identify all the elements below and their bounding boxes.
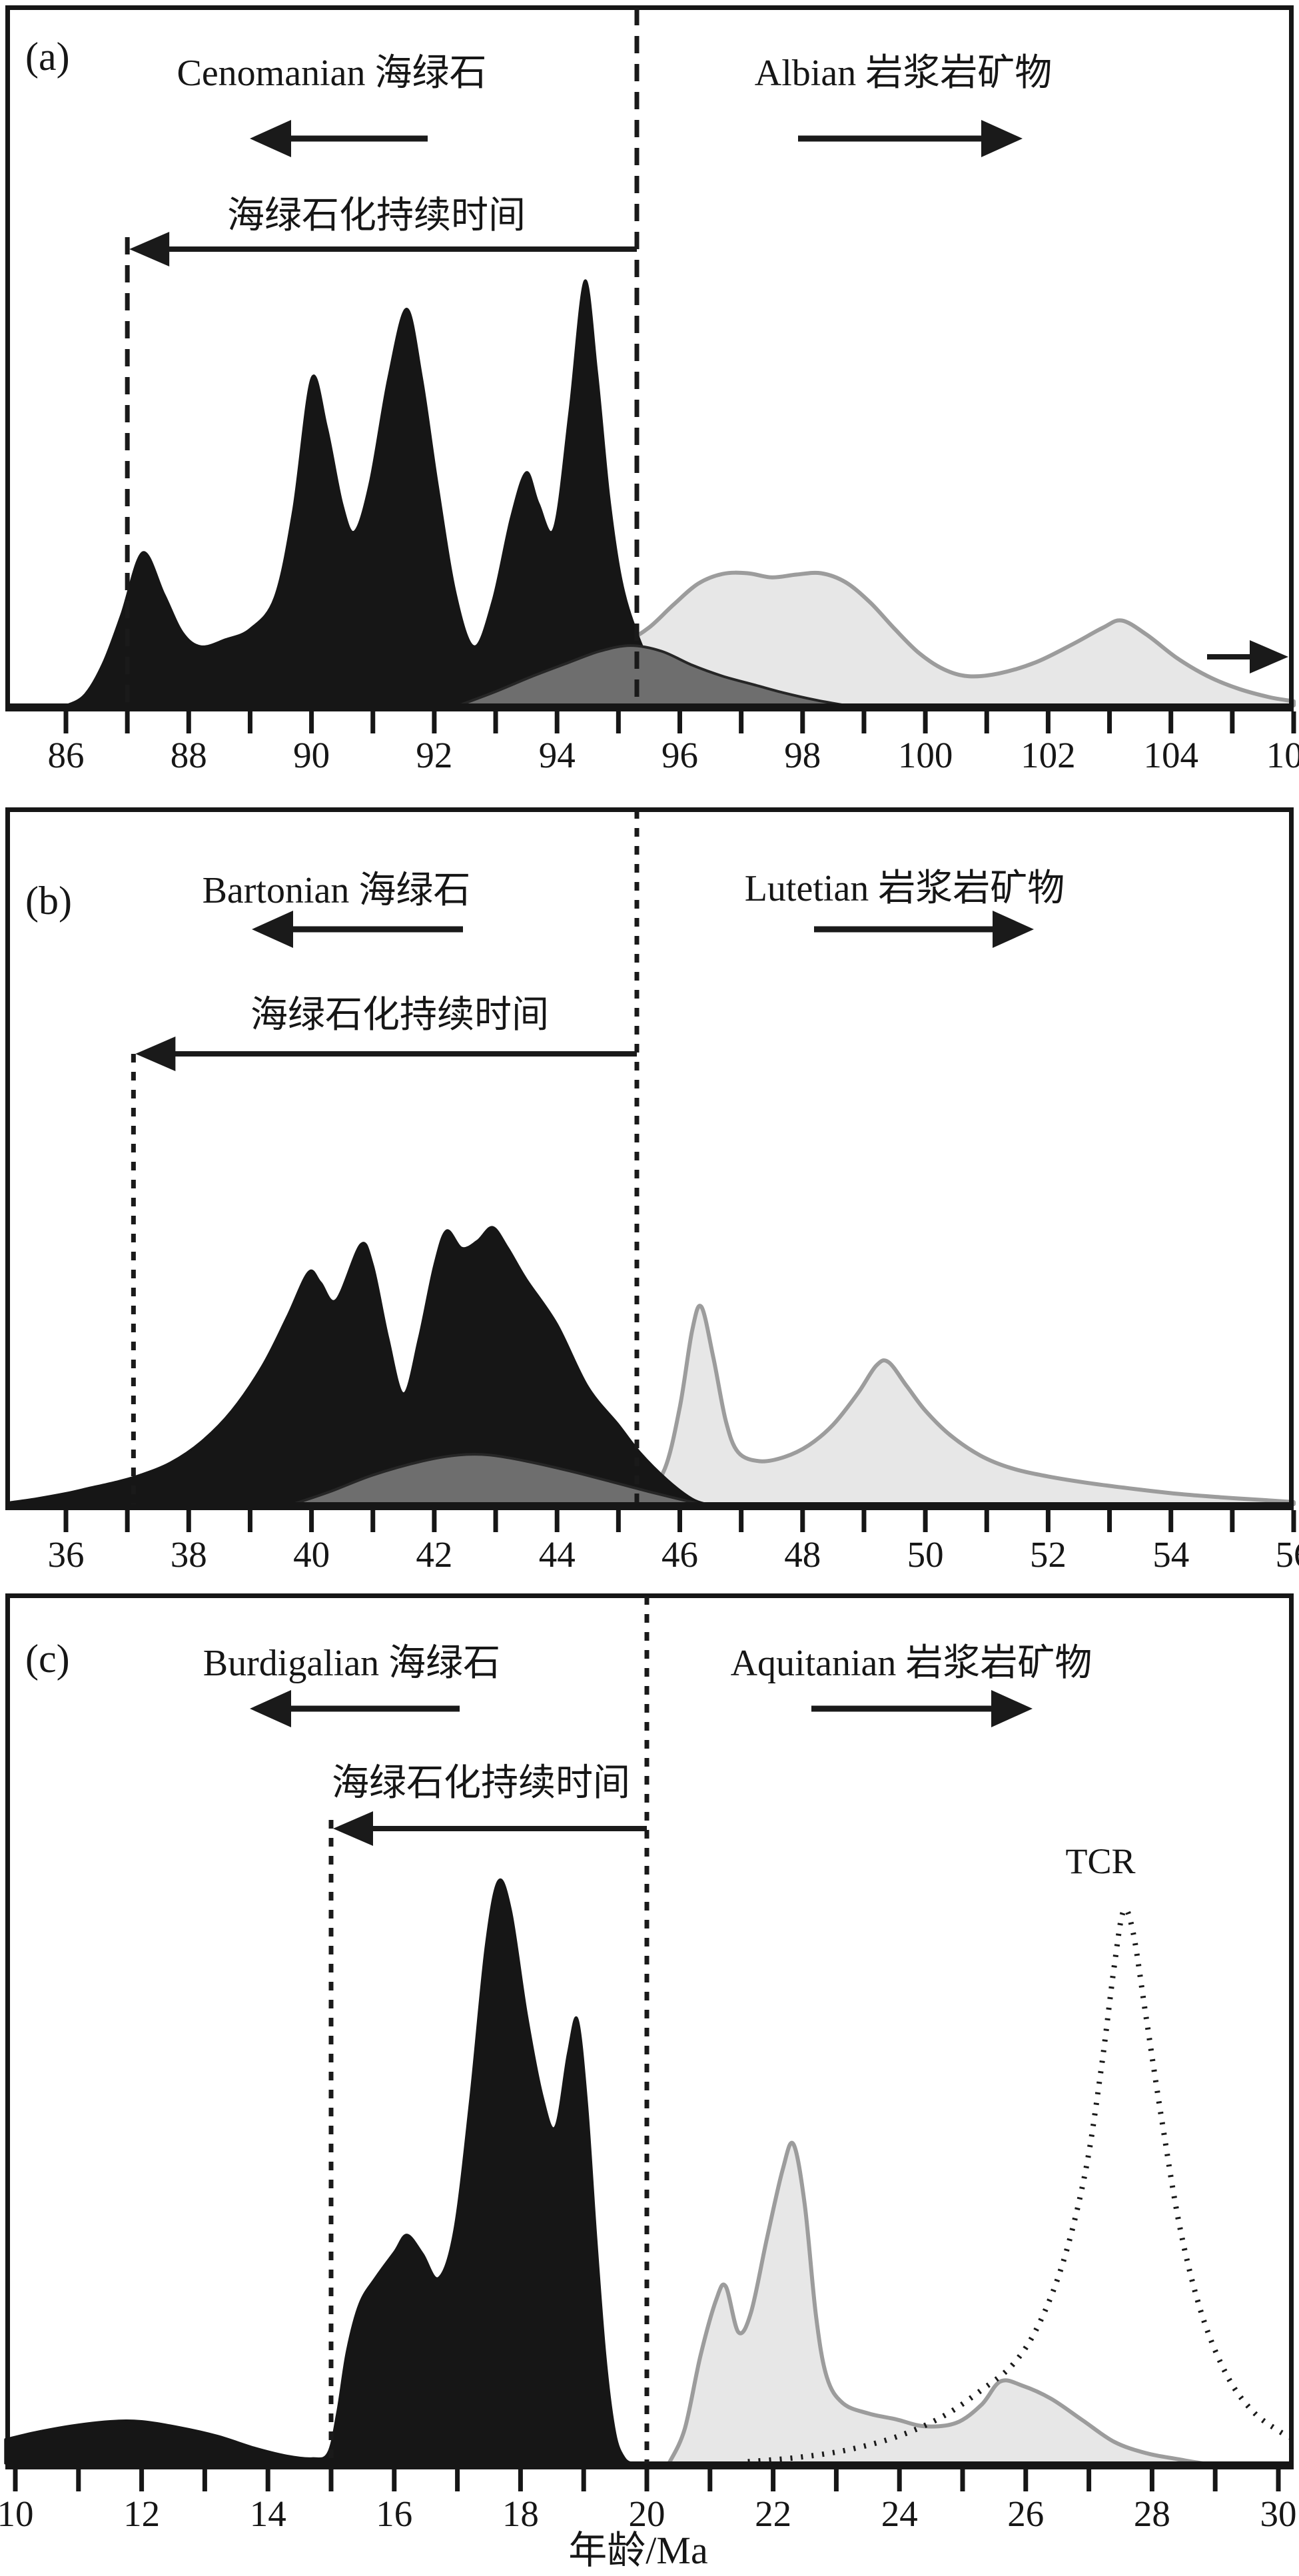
- plot-border: [5, 1593, 1294, 2466]
- x-tick-label: 46: [661, 1534, 698, 1575]
- panel-c-right-title: Aquitanian 岩浆岩矿物: [731, 1643, 1092, 1684]
- tcr-dotted-curve: [747, 1907, 1296, 2465]
- x-tick-label: 90: [293, 735, 330, 775]
- x-tick-label: 40: [293, 1534, 330, 1575]
- x-tick-label: 26: [1007, 2493, 1044, 2534]
- panel-a-chart: 86 88 90 92 94 96 98 100 102 104 106 (a) Cenomania…: [5, 5, 1299, 775]
- right-edge-arrow-head: [1250, 640, 1288, 673]
- plot-border: [5, 807, 1294, 1507]
- panel-c-tcr-label: TCR: [1065, 1841, 1135, 1881]
- x-tick-label: 10: [0, 2493, 34, 2534]
- panel-a-label: (a): [25, 35, 70, 79]
- x-tick-label: 44: [539, 1534, 576, 1575]
- x-tick-label: 100: [898, 735, 953, 775]
- x-tick-label: 50: [907, 1534, 944, 1575]
- panel-b-label: (b): [25, 879, 72, 923]
- x-tick-label: 38: [171, 1534, 207, 1575]
- panel-b-right-title: Lutetian 岩浆岩矿物: [745, 868, 1065, 909]
- right-title-arrow-head: [991, 1690, 1033, 1727]
- x-tick-label: 88: [171, 735, 207, 775]
- panel-c-left-title: Burdigalian 海绿石: [203, 1643, 500, 1684]
- x-tick-label: 94: [539, 735, 576, 775]
- distribution-lightgray-curve: [667, 2140, 1205, 2465]
- left-title-arrow-head: [250, 120, 291, 157]
- x-tick-label: 96: [661, 735, 698, 775]
- x-tick-label: 48: [784, 1534, 821, 1575]
- panel-a-right-title: Albian 岩浆岩矿物: [755, 53, 1052, 94]
- panel-b-chart: 36 38 40 42 44 46 48 50 52 54 56 (b) Bartonian 海绿石…: [5, 807, 1299, 1575]
- panel-b-duration-label: 海绿石化持续时间: [250, 995, 549, 1036]
- panel-c-label: (c): [25, 1637, 70, 1681]
- right-title-arrow-head: [993, 911, 1034, 948]
- x-tick-label: 86: [48, 735, 85, 775]
- x-tick-label: 42: [416, 1534, 452, 1575]
- x-tick-label: 14: [250, 2493, 286, 2534]
- x-tick-label: 12: [123, 2493, 160, 2534]
- x-tick-label: 98: [784, 735, 821, 775]
- x-tick-label: 24: [881, 2493, 918, 2534]
- duration-arrow-head: [129, 232, 170, 266]
- distribution-darkgray-curve: [457, 644, 847, 707]
- panel-a-left-title: Cenomanian 海绿石: [177, 53, 486, 94]
- x-tick-label: 92: [416, 735, 452, 775]
- panel-b-left-title: Bartonian 海绿石: [203, 870, 471, 911]
- x-tick-label: 22: [755, 2493, 791, 2534]
- x-tick-label: 36: [48, 1534, 85, 1575]
- left-title-arrow-head: [250, 1690, 291, 1727]
- panel-c-duration-label: 海绿石化持续时间: [332, 1763, 630, 1804]
- distribution-black-curve: [4, 1878, 636, 2465]
- x-tick-label: 16: [376, 2493, 412, 2534]
- distribution-lightgray-curve: [616, 1304, 1296, 1506]
- x-tick-label: 54: [1152, 1534, 1189, 1575]
- duration-arrow-head: [333, 1811, 373, 1846]
- x-tick-label: 102: [1021, 735, 1076, 775]
- distribution-darkgray-curve: [292, 1453, 703, 1505]
- distribution-black-curve: [65, 279, 816, 707]
- x-axis-title: 年龄/Ma: [568, 2529, 707, 2572]
- x-tick-label: 104: [1143, 735, 1198, 775]
- left-title-arrow-head: [252, 911, 293, 948]
- duration-arrow-head: [135, 1037, 176, 1071]
- x-tick-label: 20: [629, 2493, 665, 2534]
- x-tick-label: 106: [1266, 735, 1299, 775]
- x-tick-label: 18: [502, 2493, 539, 2534]
- panel-c-chart: 10 12 14 16 18 20 22 24 26 28 30 (c) Burdigalian 海…: [0, 1593, 1297, 2572]
- x-tick-label: 28: [1134, 2493, 1170, 2534]
- distribution-black-curve: [9, 1226, 709, 1505]
- plot-border: [5, 5, 1294, 708]
- panel-a-duration-label: 海绿石化持续时间: [227, 195, 526, 236]
- x-tick-label: 30: [1260, 2493, 1297, 2534]
- right-title-arrow-head: [981, 120, 1023, 157]
- x-tick-label: 56: [1276, 1534, 1299, 1575]
- x-tick-label: 52: [1030, 1534, 1067, 1575]
